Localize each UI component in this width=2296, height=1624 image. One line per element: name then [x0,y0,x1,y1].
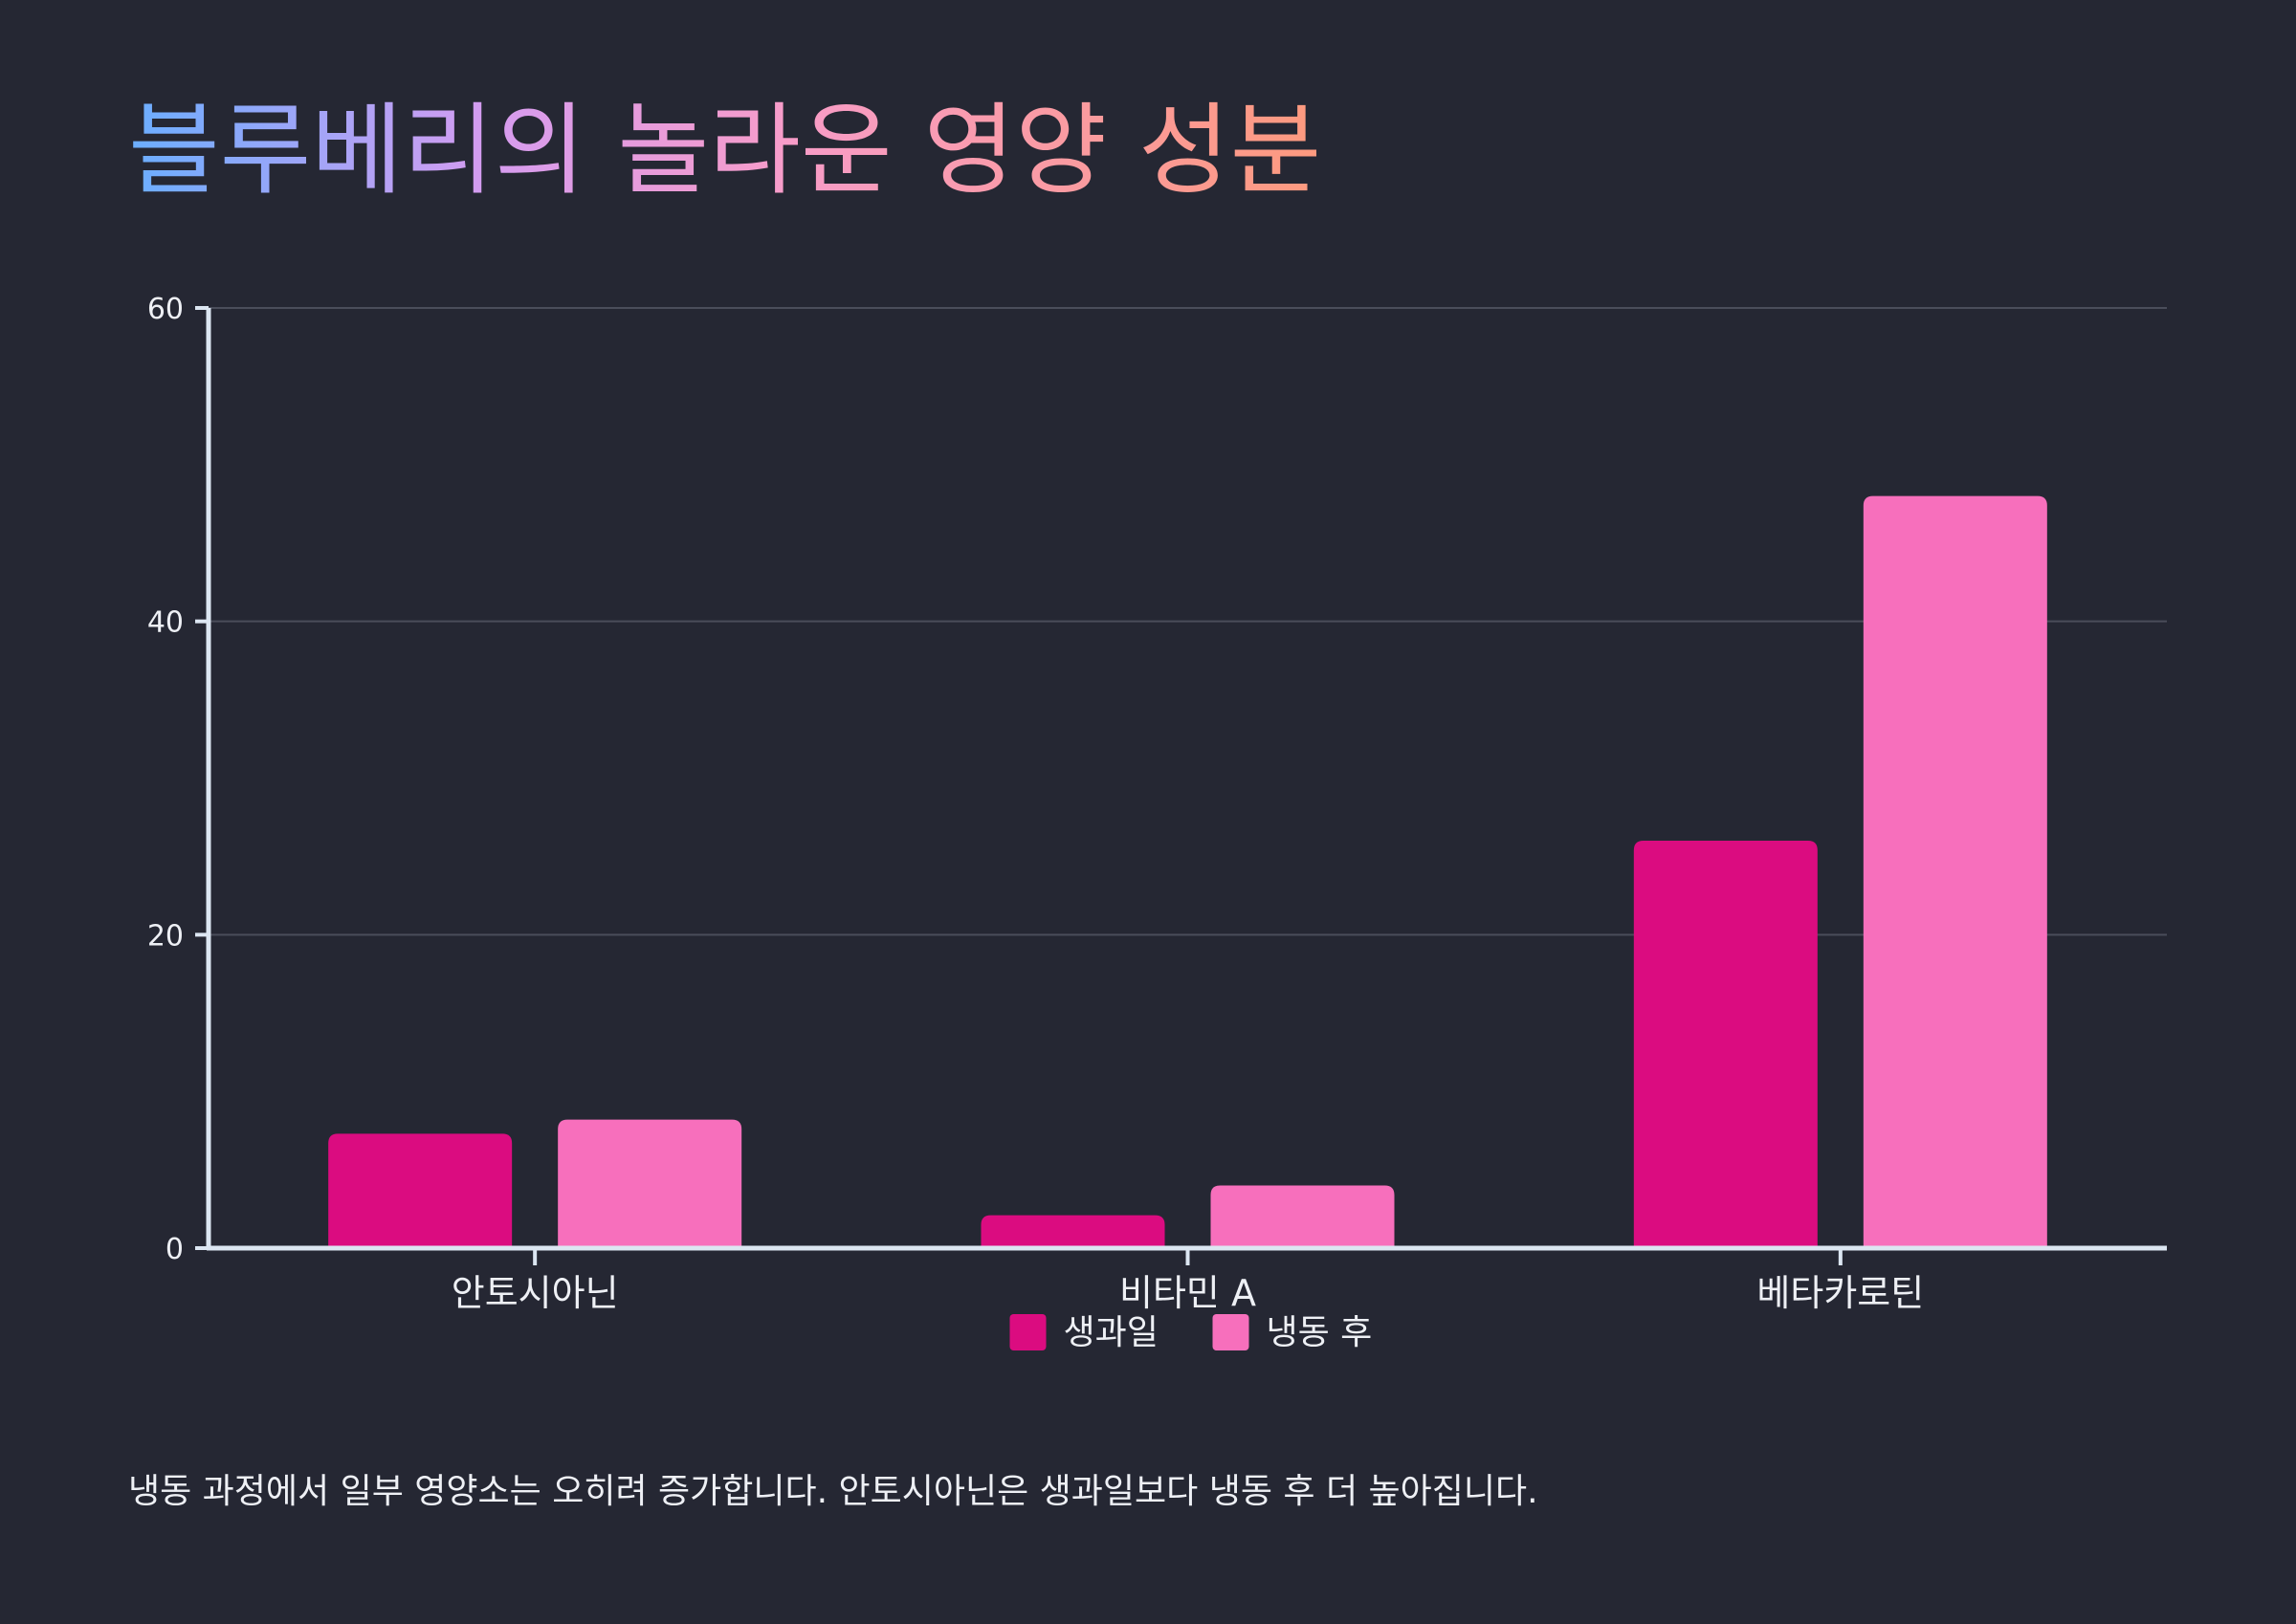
legend-swatch-1 [1212,1314,1249,1350]
bar-frozen-1 [1210,1185,1395,1248]
chart-title: 블루베리의 놀라운 영양 성분 [128,88,1321,212]
x-tick-label: 비타민 A [1119,1272,1256,1314]
legend-label-1: 냉동 후 [1267,1313,1373,1352]
bars [328,495,2047,1248]
y-tick-label: 0 [166,1233,184,1266]
x-axis-ticks: 안토시아닌 비타민 A 베타카로틴 [452,1248,1924,1314]
bar-frozen-2 [1863,495,2047,1248]
legend-label-0: 생과일 [1064,1313,1159,1352]
y-axis-ticks: 0 20 40 60 [147,293,209,1266]
x-tick-label: 안토시아닌 [452,1272,619,1314]
legend: 생과일 냉동 후 [1009,1313,1373,1352]
y-tick-label: 40 [147,606,184,640]
legend-swatch-0 [1009,1314,1047,1350]
x-tick-label: 베타카로틴 [1756,1272,1924,1314]
y-tick-label: 60 [147,293,184,326]
bar-fresh-2 [1633,841,1818,1248]
bar-fresh-0 [328,1133,513,1248]
y-tick-label: 20 [147,919,184,953]
chart-caption: 냉동 과정에서 일부 영양소는 오히려 증가합니다. 안토시아닌은 생과일보다 … [128,1472,1538,1511]
bar-frozen-0 [558,1119,742,1248]
gridlines [209,307,2167,936]
bar-fresh-1 [981,1215,1165,1248]
